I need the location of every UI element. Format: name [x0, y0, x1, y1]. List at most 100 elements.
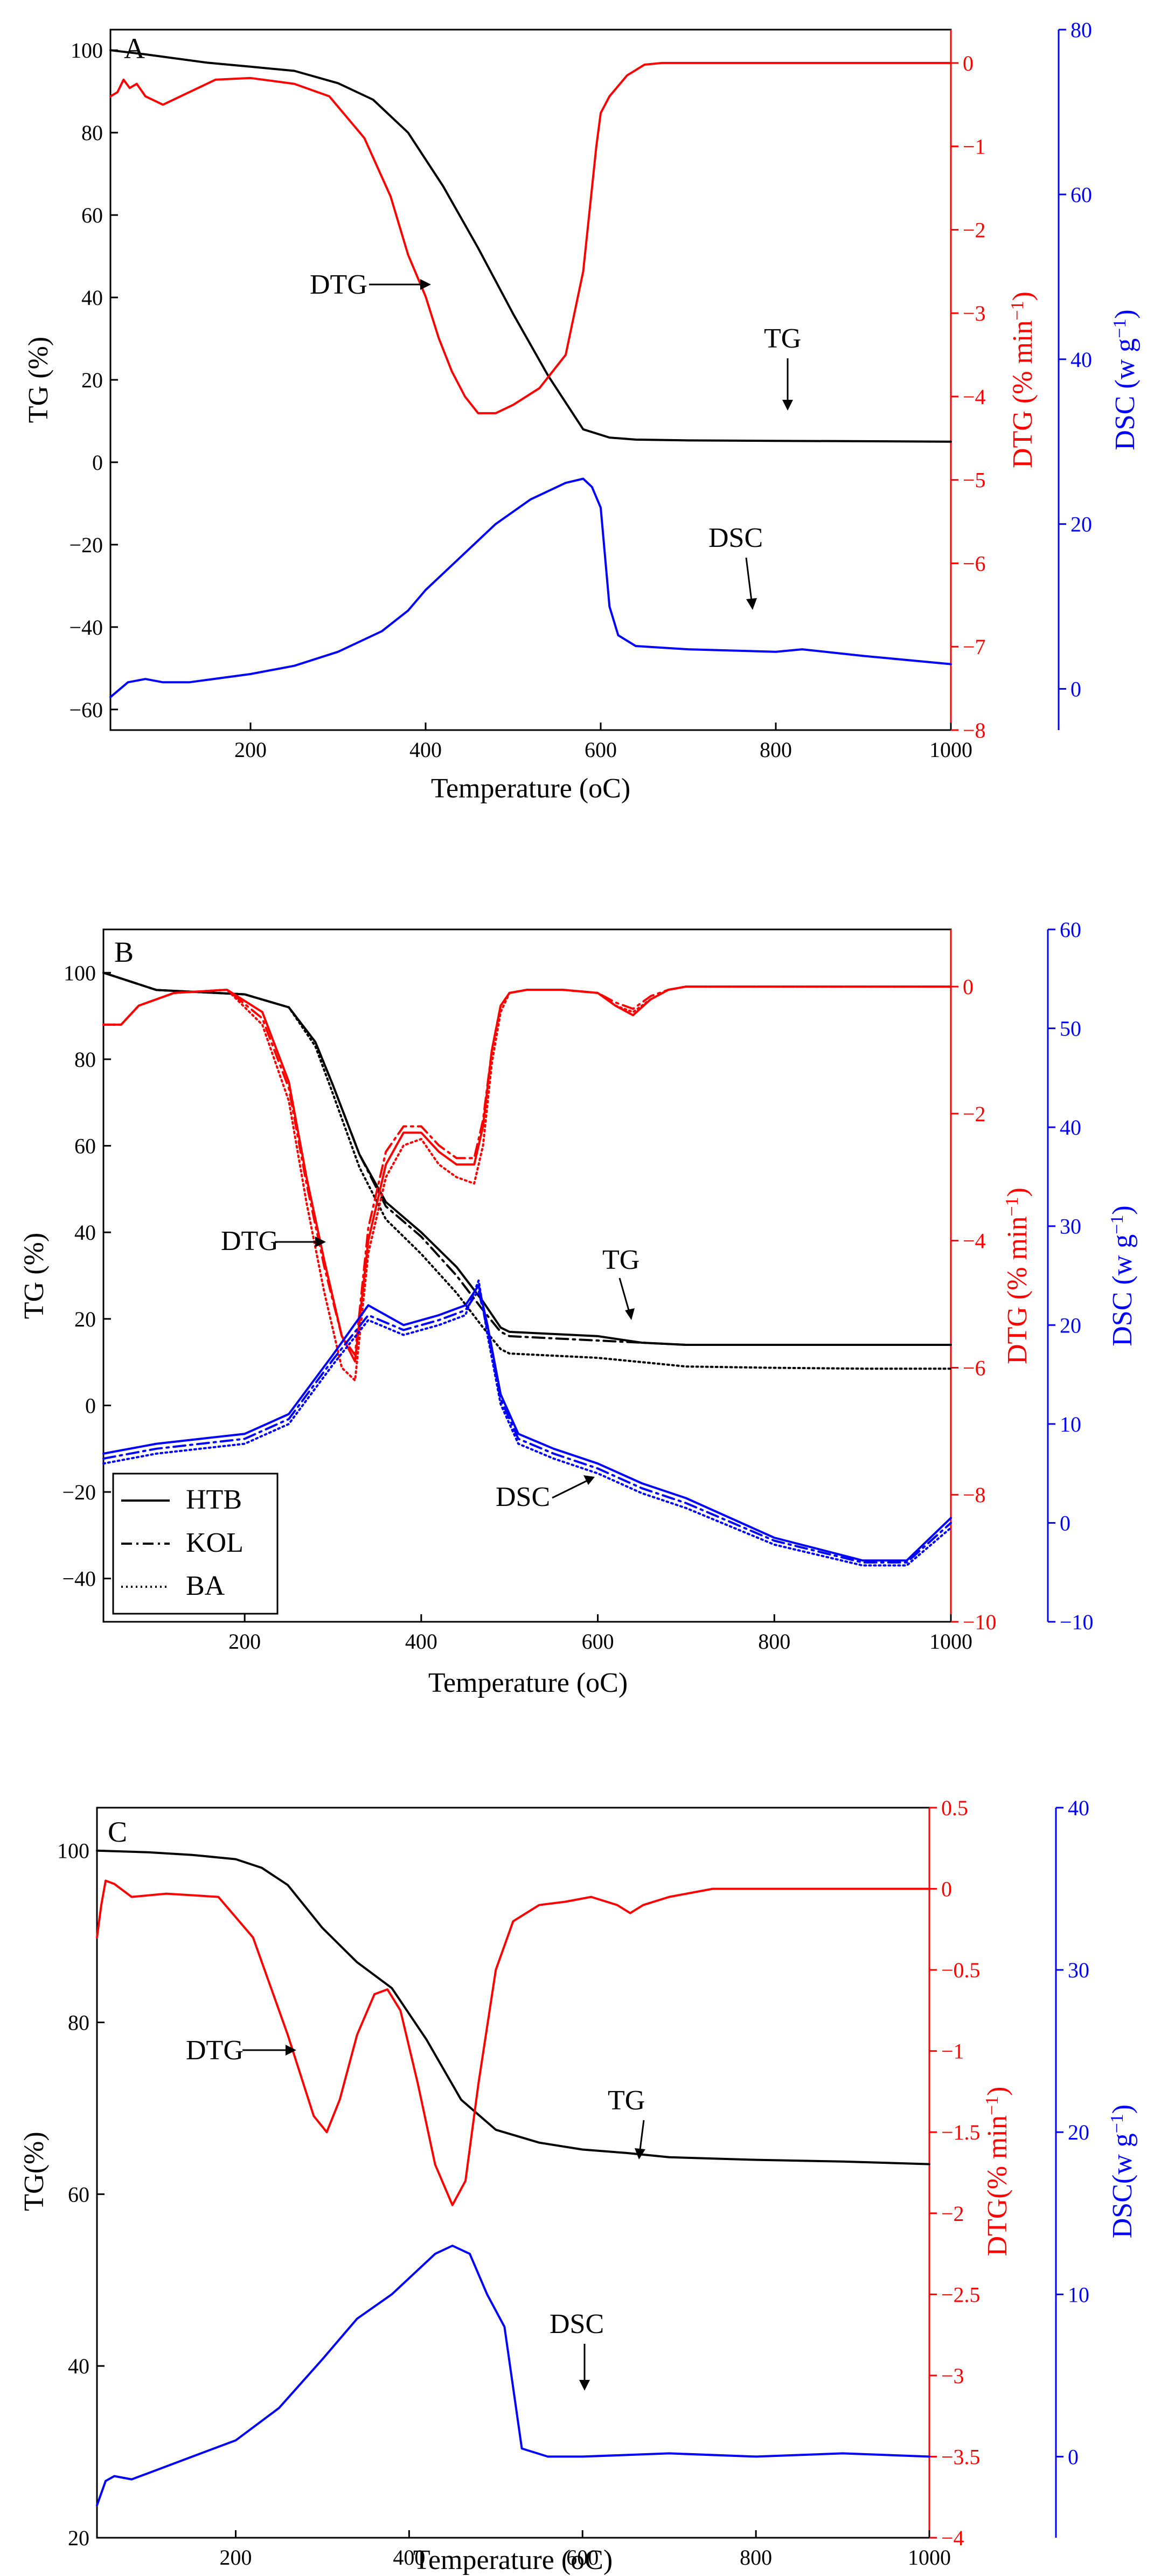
tg-tick-label: 60: [74, 1134, 96, 1158]
dsc-tick-label: 40: [1070, 348, 1092, 372]
panel-c-dtg-arrowhead: [286, 2045, 296, 2056]
dsc-tick-label: 20: [1068, 2120, 1089, 2144]
panel-b-dsc-arrowhead: [583, 1475, 595, 1485]
tg-tick-label: 0: [85, 1393, 96, 1418]
tg-tick-label: 40: [74, 1220, 96, 1245]
dsc-tick-label: 20: [1070, 512, 1092, 537]
tg-tick-label: −60: [69, 698, 103, 722]
dtg-tick-label: −3: [941, 2364, 964, 2388]
panel-b: 200 400 600 800 1000−40−20020406080100−10−8−…: [19, 918, 1138, 1698]
x-tick-label: 800: [760, 738, 792, 762]
panel-b-dtg-arrowhead: [315, 1237, 326, 1247]
dtg-tick-label: −1: [941, 2039, 964, 2064]
tg-tick-label: −40: [62, 1567, 96, 1591]
series-DSC-HTB: [102, 1284, 952, 1562]
series-DSC-KOL: [102, 1289, 952, 1564]
dtg-tick-label: −4: [963, 385, 986, 409]
dtg-tick-label: −2.5: [941, 2282, 981, 2307]
panel-b-dsc-arrow: [552, 1480, 588, 1499]
x-tick-label: 600: [566, 2545, 599, 2570]
panel-a-dsc-label: DSC (w g−1): [1110, 309, 1141, 450]
x-tick-label: 1000: [908, 2545, 951, 2570]
dtg-tick-label: −2: [963, 218, 986, 242]
panel-b-dsc-annotation: DSC: [496, 1482, 550, 1512]
tg-tick-label: 20: [68, 2526, 89, 2550]
tg-tick-label: 100: [71, 38, 103, 63]
x-tick-label: 1000: [929, 1629, 972, 1654]
panel-a-label: A: [124, 32, 145, 65]
dtg-tick-label: −7: [963, 635, 986, 659]
tg-tick-label: 60: [81, 203, 103, 227]
dsc-tick-label: 30: [1068, 1958, 1089, 1982]
panel-c-dsc-arrowhead: [579, 2380, 590, 2391]
dsc-tick-label: −10: [1060, 1610, 1094, 1634]
panel-c: 200 400 600 800 1000204060801000.50−0.5−1−1.…: [19, 1796, 1138, 2575]
dtg-tick-label: 0: [941, 1877, 952, 1901]
tg-tick-label: 40: [68, 2354, 89, 2378]
dsc-tick-label: 10: [1060, 1412, 1081, 1436]
x-tick-label: 600: [582, 1629, 614, 1654]
dtg-tick-label: 0: [963, 51, 974, 75]
dsc-tick-label: 20: [1060, 1313, 1081, 1337]
dsc-tick-label: 10: [1068, 2282, 1089, 2307]
x-tick-label: 1000: [929, 738, 972, 762]
panel-b-tg-arrowhead: [625, 1308, 635, 1320]
series-TG-HTB: [102, 971, 952, 1346]
tg-tick-label: 100: [64, 961, 96, 985]
tg-tick-label: −20: [69, 533, 103, 557]
dsc-tick-label: 60: [1060, 918, 1081, 942]
dtg-tick-label: 0.5: [941, 1796, 968, 1820]
panel-c-tg-arrowhead: [635, 2148, 645, 2160]
panel-c-tg-arrow: [639, 2120, 645, 2150]
dtg-tick-label: −6: [963, 1356, 986, 1380]
legend-ba-label: BA: [186, 1571, 225, 1601]
dsc-tick-label: 80: [1070, 18, 1092, 42]
series-TG-BA: [102, 971, 952, 1370]
dtg-tick-label: −8: [963, 718, 986, 742]
dtg-tick-label: −2: [963, 1102, 986, 1126]
dsc-tick-label: 0: [1060, 1511, 1070, 1535]
panel-b-dtg-label: DTG (% min−1): [1002, 1188, 1033, 1364]
series-TG: [96, 1849, 930, 2165]
panel-a-dsc-annotation: DSC: [708, 523, 763, 553]
series-DSC: [96, 2245, 930, 2506]
tg-tick-label: 60: [68, 2182, 89, 2206]
tg-tick-label: 0: [92, 450, 103, 475]
dtg-tick-label: −10: [963, 1610, 997, 1634]
series-DSC: [109, 477, 952, 698]
panel-a-dsc-arrow: [745, 557, 753, 601]
tg-tick-label: 20: [74, 1307, 96, 1331]
panel-a-x-label: Temperature (oC): [431, 773, 630, 804]
dsc-tick-label: 60: [1070, 183, 1092, 207]
tg-tick-label: 80: [81, 121, 103, 145]
x-tick-label: 400: [405, 1629, 437, 1654]
tg-tick-label: 80: [68, 2011, 89, 2035]
panel-b-legend: HTB KOL BA: [112, 1473, 279, 1615]
dtg-tick-label: −1.5: [941, 2120, 981, 2144]
dtg-tick-label: −4: [941, 2526, 964, 2550]
dsc-tick-label: 30: [1060, 1214, 1081, 1239]
dsc-tick-label: 40: [1060, 1115, 1081, 1140]
panel-c-dtg-label: DTG(% min−1): [982, 2087, 1013, 2256]
legend-box: [112, 1473, 279, 1615]
dtg-tick-label: 0: [963, 975, 974, 999]
panel-a-dtg-annotation: DTG: [310, 269, 367, 300]
x-tick-label: 400: [409, 738, 442, 762]
panel-a-frame: [109, 29, 952, 731]
panel-c-dtg-annotation: DTG: [186, 2035, 244, 2066]
panel-a-tg-label: TG (%): [23, 337, 54, 423]
series-DTG: [109, 61, 952, 414]
panel-c-dsc-label: DSC(w g−1): [1107, 2105, 1138, 2239]
tg-tick-label: 40: [81, 286, 103, 310]
tg-tick-label: −20: [62, 1480, 96, 1504]
series-DTG-KOL: [102, 985, 952, 1356]
dsc-tick-label: 50: [1060, 1017, 1081, 1041]
panel-c-x-label: Temperature (oC): [413, 2545, 613, 2575]
tg-tick-label: 80: [74, 1047, 96, 1072]
dtg-tick-label: −6: [963, 551, 986, 575]
panel-b-x-label: Temperature (oC): [428, 1668, 628, 1698]
panel-b-label: B: [114, 936, 134, 968]
x-tick-label: 800: [758, 1629, 790, 1654]
panel-b-tg-label: TG (%): [19, 1233, 50, 1319]
